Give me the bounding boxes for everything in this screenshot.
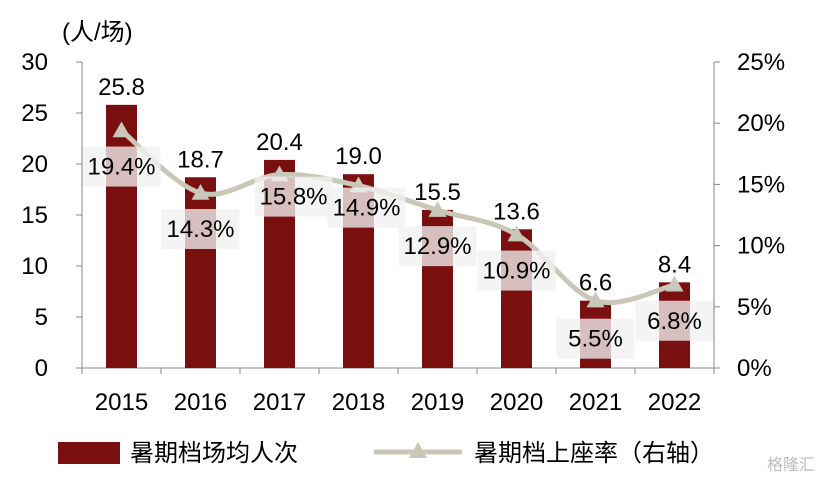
bar-value-label: 6.6	[579, 270, 612, 297]
line-value-label-bg	[161, 208, 240, 249]
legend-bar-swatch	[58, 442, 120, 464]
y-left-tick-label: 30	[21, 49, 48, 76]
line-marker	[665, 275, 684, 292]
y-right-tick-label: 5%	[737, 294, 772, 321]
x-tick-label: 2016	[174, 389, 227, 416]
legend-bar-label: 暑期档场均人次	[130, 440, 298, 467]
line-value-label: 5.5%	[568, 326, 623, 353]
line-value-label-bg	[477, 250, 556, 291]
axes: 0 5 10 15 20 25 30 0% 5% 10% 15% 20% 25% 2015 2016 2017…	[21, 19, 785, 416]
line-value-label: 19.4%	[87, 154, 155, 181]
y-right-tick-label: 25%	[737, 49, 785, 76]
line-marker	[428, 201, 447, 217]
line-marker	[507, 225, 526, 242]
line-value-label-bg	[556, 318, 635, 359]
y-left-tick-label: 15	[21, 202, 48, 229]
line-marker	[191, 183, 210, 200]
bar-value-label: 20.4	[256, 129, 303, 156]
line-marker	[112, 121, 131, 138]
y-right-tick-label: 15%	[737, 171, 785, 198]
bar-value-label: 25.8	[98, 74, 145, 101]
y-left-tick-label: 20	[21, 151, 48, 178]
y-left-tick-label: 25	[21, 100, 48, 127]
line-value-label-bg	[327, 187, 406, 228]
x-tick-label: 2017	[253, 389, 306, 416]
line-value-label: 12.9%	[403, 233, 471, 260]
bar-value-label: 15.5	[414, 179, 461, 206]
line-value-label-bg	[254, 176, 333, 217]
line-value-label-bg	[635, 300, 714, 341]
line-value-label: 14.3%	[166, 216, 234, 243]
line-value-label-bg	[398, 226, 477, 267]
bar	[185, 177, 216, 368]
y-left-tick-label: 10	[21, 253, 48, 280]
line-value-label: 6.8%	[647, 308, 702, 335]
bar-value-label: 13.6	[493, 198, 540, 225]
bar-value-label: 18.7	[177, 146, 224, 173]
y-left-tick-label: 0	[35, 355, 48, 382]
x-tick-label: 2021	[569, 389, 622, 416]
x-tick-label: 2022	[648, 389, 701, 416]
y-right-tick-label: 10%	[737, 233, 785, 260]
line-value-label: 15.8%	[259, 184, 327, 211]
y-right-tick-label: 0%	[737, 355, 772, 382]
legend: 暑期档场均人次 暑期档上座率（右轴）	[58, 440, 714, 467]
x-tick-label: 2018	[332, 389, 385, 416]
line-marker	[586, 291, 605, 308]
line-value-label-bg	[82, 146, 161, 187]
x-tick-label: 2019	[411, 389, 464, 416]
bar-value-label: 8.4	[658, 251, 691, 278]
y-left-unit-label: (人/场)	[62, 19, 133, 46]
bar-value-label: 19.0	[335, 143, 382, 170]
bar	[106, 104, 137, 368]
legend-line-marker	[409, 442, 427, 458]
x-tick-label: 2015	[95, 389, 148, 416]
y-left-tick-label: 5	[35, 304, 48, 331]
watermark: 格隆汇	[766, 457, 815, 474]
bar	[501, 229, 532, 368]
line-value-label: 10.9%	[482, 258, 550, 285]
line-value-label: 14.9%	[332, 195, 400, 222]
y-right-tick-label: 20%	[737, 110, 785, 137]
x-tick-label: 2020	[490, 389, 543, 416]
legend-line-label: 暑期档上座率（右轴）	[474, 440, 714, 467]
data-labels: 25.8 18.7 20.4 19.0 15.5 13.6 6.6 8.4 19.4% 14.3%…	[82, 74, 714, 359]
